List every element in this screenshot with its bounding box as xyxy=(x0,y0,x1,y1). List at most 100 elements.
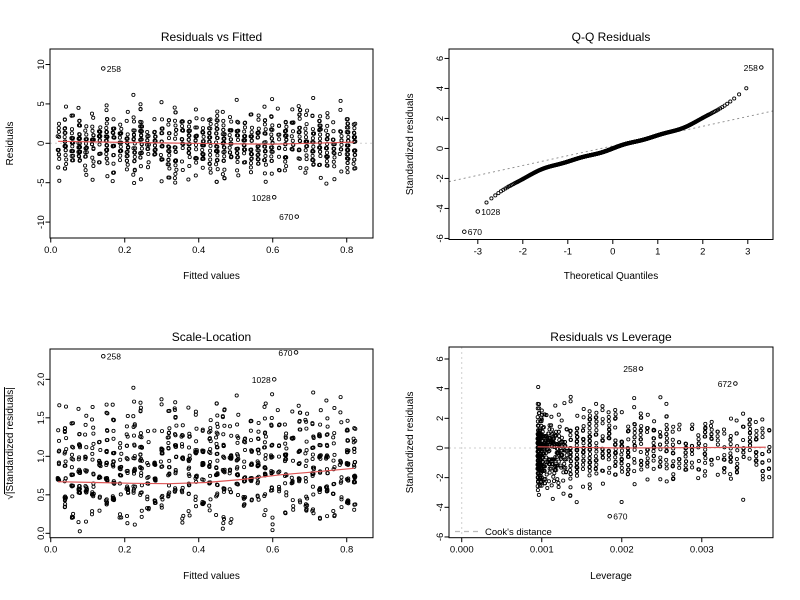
scatter-points xyxy=(55,385,358,534)
scatter-points xyxy=(535,384,772,505)
outlier-point xyxy=(638,366,644,371)
scatter-points xyxy=(484,86,749,205)
outlier-label: 258 xyxy=(744,63,758,73)
outlier-point xyxy=(101,353,106,359)
x-tick-label: 3 xyxy=(745,247,750,258)
x-tick-label: -1 xyxy=(564,247,572,258)
x-tick-label: 0.6 xyxy=(266,545,279,556)
y-tick-label: 5 xyxy=(36,101,47,106)
y-tick-label: 0.5 xyxy=(36,488,47,501)
plot-border xyxy=(49,348,374,539)
y-tick-label: 1.5 xyxy=(36,411,47,424)
panel-title: Residuals vs Fitted xyxy=(161,30,262,44)
outlier-point xyxy=(294,214,300,219)
y-tick-label: 2 xyxy=(435,116,446,121)
sqrt-symbol: √ xyxy=(4,494,16,500)
outlier-point xyxy=(293,350,299,355)
outlier-point xyxy=(462,229,467,234)
y-tick-label: 2 xyxy=(435,416,446,421)
y-axis-label-body: |Standardized residuals| xyxy=(5,387,16,494)
outlier-label: 258 xyxy=(107,352,121,362)
outlier-point xyxy=(271,377,277,382)
y-tick-label: 0 xyxy=(36,141,47,146)
x-tick-label: 0.0 xyxy=(44,545,57,556)
y-tick-label: 6 xyxy=(435,56,446,61)
panel-title: Residuals vs Leverage xyxy=(550,330,672,344)
x-tick-label: 0.8 xyxy=(340,245,353,256)
outlier-label: 1028 xyxy=(252,375,271,385)
y-axis-label: Residuals xyxy=(5,122,16,166)
y-tick-label: -10 xyxy=(36,215,47,229)
panel-title: Q-Q Residuals xyxy=(572,30,651,44)
y-tick-label: 0.0 xyxy=(36,527,47,540)
outlier-label: 670 xyxy=(278,348,292,358)
x-tick-label: 0.003 xyxy=(690,545,714,556)
panel-qq-residuals: -3 -2 -1 0 1 2 3 -6 -4 -2 0 2 4 6 Q-Q Residuals Theoret… xyxy=(405,30,774,282)
y-tick-label: 2.0 xyxy=(36,373,47,386)
outlier-label: 672 xyxy=(718,379,732,389)
x-axis-label: Fitted values xyxy=(183,571,240,582)
outlier-label: 670 xyxy=(468,227,482,237)
x-tick-label: 0.4 xyxy=(192,545,205,556)
y-axis-label: Standardized residuals xyxy=(405,391,416,493)
x-axis-label: Leverage xyxy=(590,571,632,582)
y-tick-label: -6 xyxy=(435,234,446,242)
y-tick-label: 6 xyxy=(435,356,446,361)
smooth-line xyxy=(58,140,355,145)
y-tick-label: -4 xyxy=(435,503,446,511)
outlier-label: 258 xyxy=(107,64,121,74)
panel-residuals-vs-leverage: 0.000 0.001 0.002 0.003 -6 -4 -2 0 2 4 6 Residuals … xyxy=(405,330,774,582)
y-axis-label: √|Standardized residuals| xyxy=(4,387,16,499)
x-tick-label: 2 xyxy=(700,247,705,258)
panel-residuals-vs-fitted: 0.0 0.2 0.4 0.6 0.8 -10 -5 0 5 10 Residuals vs Fit… xyxy=(5,30,374,282)
outlier-point xyxy=(475,209,481,214)
x-tick-label: 0.2 xyxy=(118,245,131,256)
cooks-distance-legend-label: Cook's distance xyxy=(485,527,552,538)
plot-border xyxy=(49,48,374,239)
outlier-label: 1028 xyxy=(252,193,271,203)
x-tick-label: -2 xyxy=(519,247,527,258)
outlier-label: 670 xyxy=(613,512,627,522)
y-tick-label: 4 xyxy=(435,86,446,91)
y-tick-label: 10 xyxy=(36,59,47,70)
x-tick-label: 0.8 xyxy=(340,545,353,556)
smooth-line xyxy=(58,467,355,485)
x-axis-label: Fitted values xyxy=(183,271,240,282)
outlier-point xyxy=(759,65,764,70)
y-tick-label: 0 xyxy=(435,445,446,450)
y-tick-label: 1.0 xyxy=(36,450,47,463)
y-tick-label: 4 xyxy=(435,386,446,391)
x-tick-label: 0.6 xyxy=(266,245,279,256)
x-tick-label: -3 xyxy=(474,247,482,258)
x-tick-label: 0.000 xyxy=(450,545,474,556)
outlier-label: 1028 xyxy=(481,207,500,217)
plot-border xyxy=(448,48,774,240)
outlier-label: 258 xyxy=(623,364,637,374)
y-tick-label: -5 xyxy=(36,178,47,186)
y-tick-label: -2 xyxy=(435,174,446,182)
x-tick-label: 0.001 xyxy=(530,545,554,556)
smooth-line xyxy=(537,446,766,449)
x-axis-label: Theoretical Quantiles xyxy=(564,271,659,282)
outlier-point xyxy=(607,513,613,519)
x-tick-label: 0.0 xyxy=(44,245,57,256)
y-tick-label: -4 xyxy=(435,204,446,212)
y-tick-label: -2 xyxy=(435,473,446,481)
x-tick-label: 0 xyxy=(610,247,615,258)
outlier-point xyxy=(271,195,277,200)
outlier-label: 670 xyxy=(279,212,293,222)
panel-title: Scale-Location xyxy=(172,330,251,344)
scatter-points xyxy=(55,92,358,186)
x-tick-label: 0.4 xyxy=(192,245,205,256)
panel-scale-location: 0.0 0.2 0.4 0.6 0.8 0.0 0.5 1.0 1.5 2.0 Scale-Loca… xyxy=(4,330,374,582)
y-tick-label: -6 xyxy=(435,533,446,541)
y-tick-label: 0 xyxy=(435,146,446,151)
plot-border xyxy=(448,346,774,539)
x-tick-label: 0.2 xyxy=(118,545,131,556)
outlier-point xyxy=(733,381,738,386)
x-tick-label: 1 xyxy=(655,247,660,258)
y-axis-label: Standardized residuals xyxy=(405,93,416,195)
x-tick-label: 0.002 xyxy=(610,545,634,556)
outlier-point xyxy=(101,66,106,71)
